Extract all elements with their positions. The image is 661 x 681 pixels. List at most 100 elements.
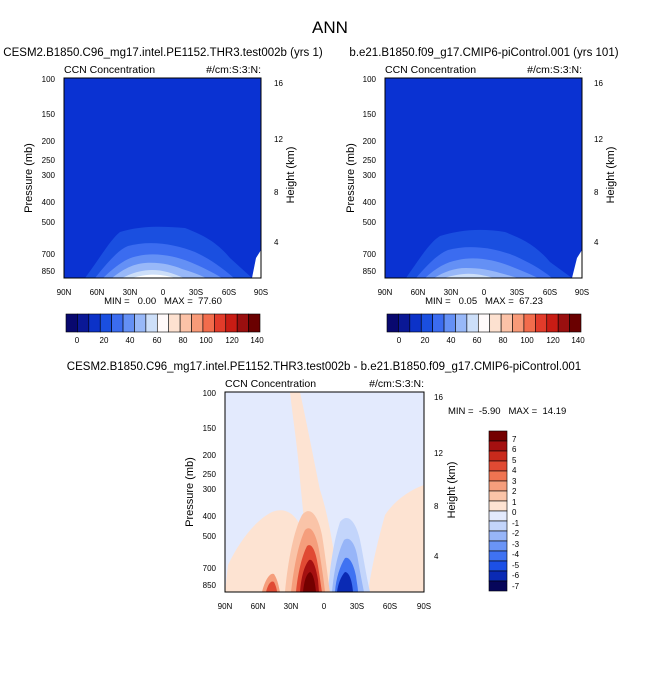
panel-title: b.e21.B1850.f09_g17.CMIP6-piControl.001 … [349, 47, 618, 59]
colorbar-swatch [99, 313, 112, 333]
colorbar-tick-labels: 0 20 40 60 80 100 120 140 [397, 336, 585, 345]
right-label: #/cm:S:3:N: [527, 64, 582, 76]
y-tick-label: 400 [42, 198, 56, 207]
x-tick-label: 60N [251, 602, 266, 611]
left-label: CCN Concentration [64, 64, 155, 76]
y-tick-label: 150 [42, 110, 56, 119]
y-tick-labels: 100 150 200 250 300 400 500 700 850 [203, 389, 217, 590]
colorbar-tick-label: 60 [473, 336, 482, 345]
colorbar-swatch [523, 313, 536, 333]
colorbar-swatch [488, 500, 508, 512]
colorbar-swatch [236, 313, 249, 333]
y-tick-label: 150 [363, 110, 377, 119]
y-tick-label: 500 [203, 532, 217, 541]
colorbar-tick-label: 120 [546, 336, 560, 345]
x-tick-label: 30S [189, 288, 203, 297]
y2-tick-label: 12 [434, 449, 443, 458]
colorbar-tick-label: 100 [199, 336, 213, 345]
colorbar-swatch [214, 313, 227, 333]
y2-tick-label: 4 [274, 238, 279, 247]
colorbar-swatch [443, 313, 456, 333]
x-tick-label: 90S [575, 288, 589, 297]
colorbar-tick-label: 6 [512, 445, 517, 454]
colorbar-swatch [156, 313, 170, 333]
colorbar-tick-label: 80 [179, 336, 188, 345]
x-tick-label: 0 [322, 602, 327, 611]
colorbar-swatch [488, 490, 508, 502]
left-label: CCN Concentration [225, 378, 316, 390]
colorbar-swatch [535, 313, 548, 333]
colorbar-swatch [179, 313, 192, 333]
x-tick-label: 0 [161, 288, 166, 297]
colorbar-tick-label: 80 [499, 336, 508, 345]
colorbar-swatch [488, 580, 508, 592]
y-tick-label: 300 [203, 485, 217, 494]
x-tick-label: 30S [350, 602, 364, 611]
colorbar-swatch [546, 313, 559, 333]
colorbar-swatch [488, 570, 508, 582]
colorbar-swatch [225, 313, 238, 333]
colorbar-swatch [432, 313, 445, 333]
colorbar-tick-label: 0 [75, 336, 80, 345]
x-tick-label: 30N [123, 288, 138, 297]
colorbar-tick-label: 7 [512, 435, 517, 444]
colorbar-tick-label: 140 [250, 336, 264, 345]
panel-title: CESM2.B1850.C96_mg17.intel.PE1152.THR3.t… [67, 361, 581, 373]
y2-tick-label: 12 [594, 135, 603, 144]
y2-tick-label: 16 [274, 79, 283, 88]
colorbar-swatch [488, 430, 508, 442]
contour-band [337, 572, 353, 592]
y-tick-label: 250 [363, 156, 377, 165]
panel-title: CESM2.B1850.C96_mg17.intel.PE1152.THR3.t… [3, 47, 323, 59]
colorbar [386, 313, 582, 333]
colorbar-swatch [248, 313, 261, 333]
y-tick-label: 300 [42, 171, 56, 180]
y-tick-label: 700 [363, 250, 377, 259]
right-label: #/cm:S:3:N: [369, 378, 424, 390]
colorbar-swatch [77, 313, 90, 333]
colorbar-swatch [488, 460, 508, 472]
colorbar-tick-labels: 7 6 5 4 3 2 1 0 -1 -2 -3 -4 -5 -6 -7 [512, 435, 520, 591]
colorbar-tick-label: 140 [571, 336, 585, 345]
contour-band [303, 572, 316, 592]
panel-difference: CESM2.B1850.C96_mg17.intel.PE1152.THR3.t… [67, 361, 581, 611]
colorbar-swatch [202, 313, 215, 333]
y2-tick-labels: 16 12 8 4 [274, 79, 283, 247]
colorbar-tick-label: 2 [512, 487, 517, 496]
x-tick-label: 90S [254, 288, 268, 297]
colorbar-swatch [489, 313, 502, 333]
y-tick-label: 400 [363, 198, 377, 207]
y-tick-label: 200 [42, 137, 56, 146]
y2-axis-label: Height (km) [446, 462, 458, 519]
right-label: #/cm:S:3:N: [206, 64, 261, 76]
colorbar-swatch [134, 313, 147, 333]
min-max-stats: MIN = 0.00 MAX = 77.60 [104, 296, 222, 307]
y2-tick-labels: 16 12 8 4 [434, 393, 443, 561]
colorbar-tick-label: 3 [512, 477, 517, 486]
y2-axis-label: Height (km) [605, 147, 617, 204]
y2-tick-label: 4 [594, 238, 599, 247]
contour-band [572, 250, 582, 278]
colorbar-tick-label: 100 [520, 336, 534, 345]
plot-frame [63, 77, 262, 279]
colorbar-tick-label: 40 [447, 336, 456, 345]
colorbar-tick-label: 20 [421, 336, 430, 345]
x-tick-labels: 90N 60N 30N 0 30S 60S 90S [378, 288, 589, 297]
y2-tick-label: 8 [274, 188, 279, 197]
plot-frame [224, 391, 425, 593]
colorbar-swatch [488, 520, 508, 532]
contour-band [252, 250, 261, 278]
colorbar-swatch [488, 510, 508, 522]
colorbar-tick-label: 1 [512, 498, 517, 507]
y-tick-label: 700 [42, 250, 56, 259]
colorbar-swatch [500, 313, 513, 333]
colorbar-swatch [488, 440, 508, 452]
y-tick-label: 850 [203, 581, 217, 590]
x-tick-label: 90N [57, 288, 72, 297]
colorbar-swatch [488, 470, 508, 482]
colorbar-swatch [455, 313, 468, 333]
y-tick-label: 250 [203, 470, 217, 479]
y2-tick-label: 4 [434, 552, 439, 561]
y-tick-label: 850 [42, 267, 56, 276]
